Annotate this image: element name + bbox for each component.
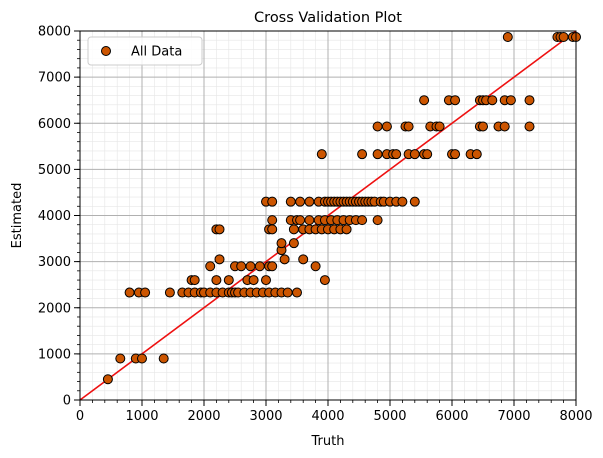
data-point — [124, 287, 135, 298]
y-tick-label: 4000 — [38, 209, 71, 224]
data-point — [189, 275, 200, 286]
data-point — [357, 215, 368, 226]
x-tick-label: 3000 — [249, 409, 282, 424]
x-axis-label: Truth — [311, 434, 345, 449]
data-point — [295, 196, 306, 207]
data-point — [310, 261, 321, 272]
data-point — [381, 121, 392, 132]
x-tick-label: 1000 — [125, 409, 158, 424]
data-point — [357, 149, 368, 160]
x-tick-label: 7000 — [497, 409, 530, 424]
data-point — [502, 31, 513, 42]
data-point — [304, 215, 315, 226]
data-point — [261, 275, 271, 286]
data-point — [434, 121, 445, 132]
data-point — [391, 149, 402, 160]
data-point — [316, 149, 327, 160]
x-tick-label: 6000 — [435, 409, 468, 424]
chart-title: Cross Validation Plot — [254, 10, 402, 26]
data-point — [372, 215, 383, 226]
data-point — [341, 224, 352, 235]
data-point — [409, 149, 420, 160]
data-point — [292, 287, 302, 298]
data-point — [298, 254, 309, 265]
data-point — [115, 353, 126, 364]
x-tick-label: 8000 — [559, 409, 592, 424]
data-point — [288, 224, 299, 235]
data-point — [471, 149, 482, 160]
data-point — [288, 238, 299, 249]
data-point — [450, 95, 461, 106]
data-point — [140, 287, 151, 298]
y-tick-label: 0 — [63, 394, 71, 409]
y-tick-label: 2000 — [38, 301, 71, 316]
data-point — [422, 149, 433, 160]
data-point — [372, 121, 383, 132]
legend-label: All Data — [131, 45, 182, 60]
data-point — [211, 275, 222, 286]
y-tick-label: 8000 — [38, 25, 71, 40]
x-tick-label: 0 — [76, 409, 84, 424]
data-point — [524, 95, 535, 106]
legend: All Data — [87, 36, 203, 66]
data-point — [137, 353, 147, 364]
data-point — [214, 254, 225, 265]
y-tick-label: 1000 — [38, 347, 71, 362]
data-point — [282, 287, 293, 298]
data-point — [403, 121, 414, 132]
data-point — [236, 261, 247, 272]
data-point — [205, 261, 216, 272]
data-point — [524, 121, 535, 132]
data-point — [267, 224, 278, 235]
data-point — [267, 215, 278, 226]
data-point — [164, 287, 175, 298]
data-point — [254, 261, 265, 272]
data-point — [248, 275, 259, 286]
data-point — [419, 95, 430, 106]
legend-marker — [101, 46, 111, 56]
data-point — [102, 374, 113, 385]
data-points — [102, 31, 581, 385]
data-point — [285, 196, 296, 207]
x-axis: 0 1000 2000 3000 4000 5000 6000 7000 8000 — [76, 400, 593, 424]
reference-line — [79, 30, 577, 401]
y-tick-label: 5000 — [38, 163, 71, 178]
x-tick-label: 4000 — [311, 409, 344, 424]
data-point — [372, 149, 383, 160]
y-tick-label: 3000 — [38, 255, 71, 270]
data-point — [499, 121, 510, 132]
legend-box — [87, 36, 203, 66]
data-point — [267, 196, 278, 207]
data-point — [158, 353, 169, 364]
data-point — [267, 261, 278, 272]
data-point — [279, 254, 290, 265]
data-point — [319, 275, 330, 286]
data-point — [295, 215, 306, 226]
data-point — [558, 31, 569, 42]
data-point — [450, 149, 461, 160]
data-point — [478, 121, 488, 132]
data-point — [487, 95, 498, 106]
y-tick-label: 6000 — [38, 117, 71, 132]
data-point — [304, 196, 315, 207]
data-point — [397, 196, 408, 207]
data-point — [223, 275, 234, 286]
x-tick-label: 2000 — [187, 409, 220, 424]
y-axis-label: Estimated — [10, 183, 25, 249]
y-tick-label: 7000 — [38, 71, 71, 86]
x-tick-label: 5000 — [373, 409, 406, 424]
data-point — [245, 261, 256, 272]
data-point — [409, 196, 420, 207]
data-point — [505, 95, 516, 106]
data-point — [214, 224, 225, 235]
y-axis: 0 1000 2000 3000 4000 5000 6000 7000 8000 — [38, 25, 80, 409]
data-point — [276, 238, 287, 249]
